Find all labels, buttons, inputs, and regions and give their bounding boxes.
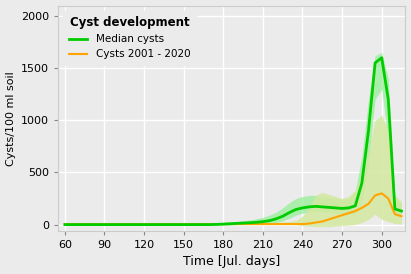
Y-axis label: Cysts/100 ml soil: Cysts/100 ml soil	[6, 71, 16, 165]
X-axis label: Time [Jul. days]: Time [Jul. days]	[183, 255, 280, 269]
Legend: Median cysts, Cysts 2001 - 2020: Median cysts, Cysts 2001 - 2020	[63, 11, 196, 65]
